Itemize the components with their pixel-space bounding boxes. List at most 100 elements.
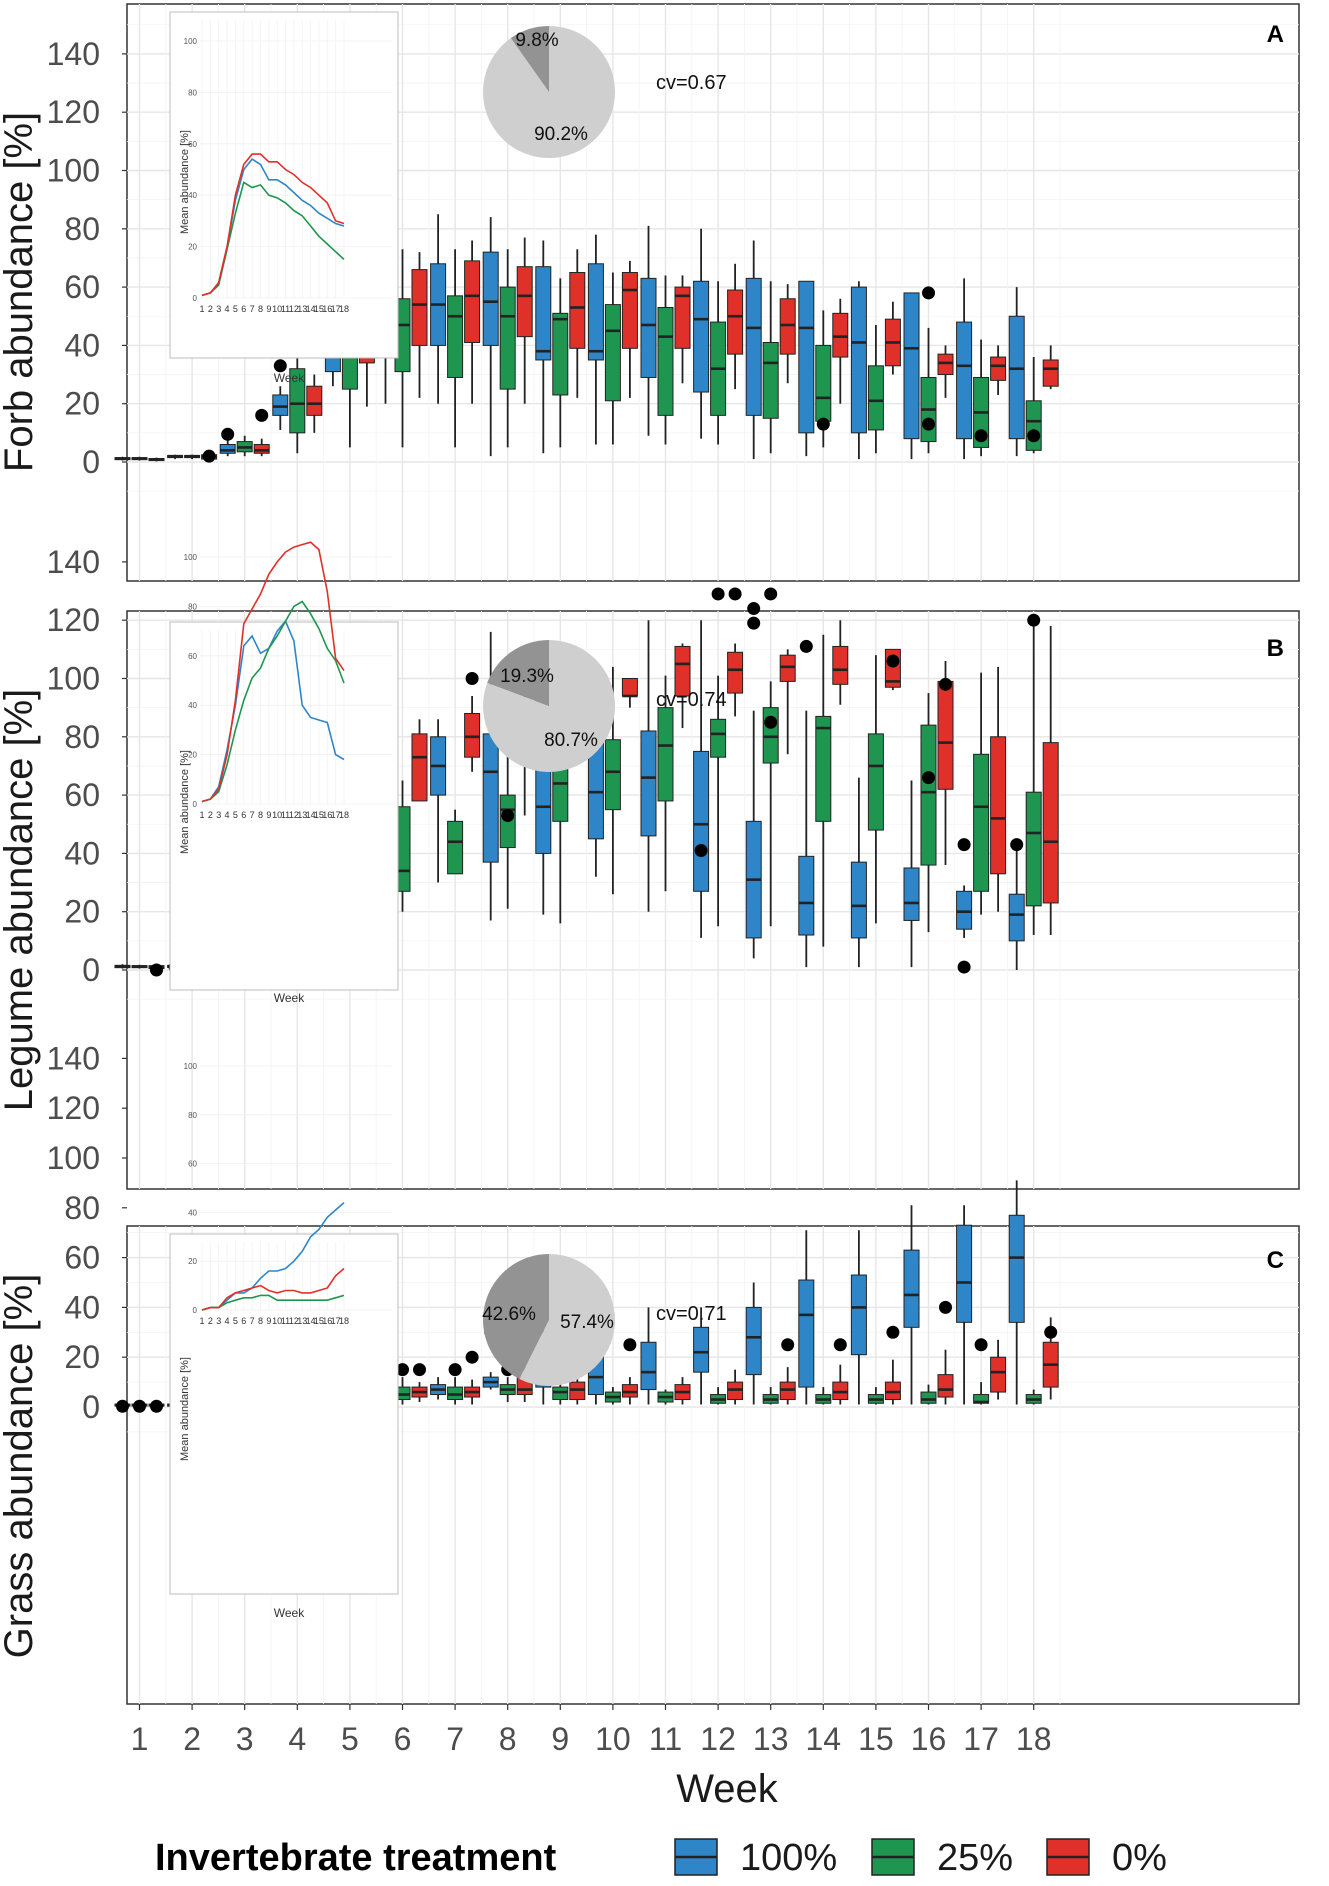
inset-line-t0 — [201, 153, 345, 297]
legend: Invertebrate treatment 100% 25% 0% — [155, 1837, 1167, 1879]
y-tick-label: 40 — [64, 327, 100, 363]
inset-y-tick-label: 40 — [188, 701, 197, 710]
legend-item-0: 0% — [1046, 1837, 1167, 1879]
inset-y-tick-label: 40 — [188, 191, 197, 200]
x-tick-label: 3 — [236, 1721, 254, 1757]
inset-y-tick-label: 80 — [188, 88, 197, 97]
inset-x-tick-label: 6 — [241, 810, 246, 820]
box-25% — [973, 753, 990, 892]
x-tick-label: 2 — [183, 1721, 201, 1757]
inset-x-axis-label: Week — [274, 371, 305, 385]
cv-label: cv=0.71 — [656, 1303, 727, 1325]
pie-chart: 19.3% 80.7% — [483, 640, 616, 772]
box-100% — [798, 280, 815, 434]
box-25% — [762, 341, 779, 419]
outlier-point — [623, 1338, 637, 1352]
x-axis-label: Week — [676, 1767, 779, 1811]
inset-y-tick-label: 20 — [188, 243, 197, 252]
legend-label-0: 0% — [1112, 1837, 1167, 1879]
inset-line-t0 — [201, 1267, 345, 1311]
box-100% — [693, 280, 710, 393]
box-100% — [798, 1279, 815, 1388]
y-tick-label: 40 — [64, 1289, 100, 1325]
inset-x-tick-label: 13 — [297, 810, 307, 820]
inset-line-t100 — [201, 1201, 345, 1311]
box-100% — [640, 277, 657, 378]
box-0% — [516, 266, 533, 338]
x-tick-label: 8 — [499, 1721, 517, 1757]
x-tick-label: 12 — [700, 1721, 736, 1757]
y-tick-labels: 0 20 40 60 80 100 120 140 — [47, 36, 127, 480]
outlier-point — [150, 1399, 163, 1413]
box-0% — [411, 269, 428, 346]
inset-x-tick-label: 7 — [250, 1316, 255, 1326]
box-25% — [815, 715, 832, 822]
box-100% — [956, 890, 973, 930]
pie-slice-dark — [483, 1254, 549, 1379]
box-0% — [832, 645, 849, 685]
outlier-point — [448, 1363, 462, 1377]
y-axis-label: Forb abundance [%] — [0, 112, 41, 472]
panel-label: C — [1267, 1247, 1284, 1274]
outlier-point — [957, 960, 971, 974]
outlier-point — [711, 587, 725, 601]
box-25% — [657, 307, 674, 416]
box-25% — [447, 295, 464, 378]
x-tick-label: 13 — [753, 1721, 789, 1757]
outlier-point — [150, 963, 163, 977]
inset-x-tick-label: 7 — [250, 810, 255, 820]
outlier-point — [764, 715, 778, 729]
inset-x-tick-label: 2 — [208, 1316, 213, 1326]
box-100% — [1008, 893, 1025, 942]
inset-y-tick-label: 80 — [188, 1111, 197, 1120]
box-0% — [727, 651, 744, 694]
x-tick-label: 1 — [131, 1721, 149, 1757]
box-25% — [604, 739, 621, 811]
inset-x-tick-label: 15 — [314, 304, 324, 314]
outlier-point — [939, 1300, 952, 1314]
inset-x-tick-label: 13 — [297, 304, 307, 314]
box-25% — [1025, 400, 1042, 451]
box-100% — [587, 263, 604, 361]
outlier-point — [116, 1399, 129, 1413]
box-0% — [990, 1356, 1007, 1393]
inset-x-tick-label: 17 — [331, 304, 341, 314]
box-0% — [621, 272, 638, 349]
inset-x-tick-label: 2 — [208, 304, 213, 314]
inset-line-t25 — [201, 600, 345, 803]
inset-y-tick-label: 60 — [188, 140, 197, 149]
outlier-point — [764, 587, 778, 601]
box-100% — [850, 1274, 867, 1356]
pie-slice-light — [483, 640, 616, 772]
pie-chart: 9.8% 90.2% — [482, 26, 615, 158]
outlier-point — [886, 1325, 900, 1339]
y-tick-label: 0 — [82, 444, 100, 480]
inset-x-tick-label: 3 — [216, 304, 221, 314]
box-25% — [1025, 791, 1042, 907]
inset-x-tick-label: 8 — [258, 1316, 263, 1326]
inset-x-tick-label: 16 — [322, 1316, 332, 1326]
box-25% — [552, 312, 569, 396]
y-tick-label: 0 — [82, 1389, 100, 1425]
box-100% — [482, 733, 499, 863]
pie-light-label: 90.2% — [534, 124, 588, 145]
inset-x-tick-label: 18 — [339, 810, 349, 820]
pie-slice-dark — [487, 640, 549, 706]
inset-y-tick-label: 0 — [193, 800, 198, 809]
box-100% — [956, 1224, 973, 1323]
pie-light-label: 80.7% — [544, 730, 598, 751]
y-tick-label: 100 — [47, 153, 100, 189]
box-100% — [1008, 1214, 1025, 1323]
inset-x-tick-label: 10 — [272, 1316, 282, 1326]
inset-y-axis-label: Mean abundance [%] — [179, 1357, 191, 1461]
inset-x-tick-label: 12 — [289, 810, 299, 820]
y-tick-labels: 0 20 40 60 80 100 120 140 — [47, 1040, 127, 1425]
inset-x-tick-label: 7 — [250, 304, 255, 314]
box-100% — [640, 730, 657, 837]
y-tick-label: 140 — [47, 1040, 100, 1076]
box-100% — [535, 266, 552, 361]
